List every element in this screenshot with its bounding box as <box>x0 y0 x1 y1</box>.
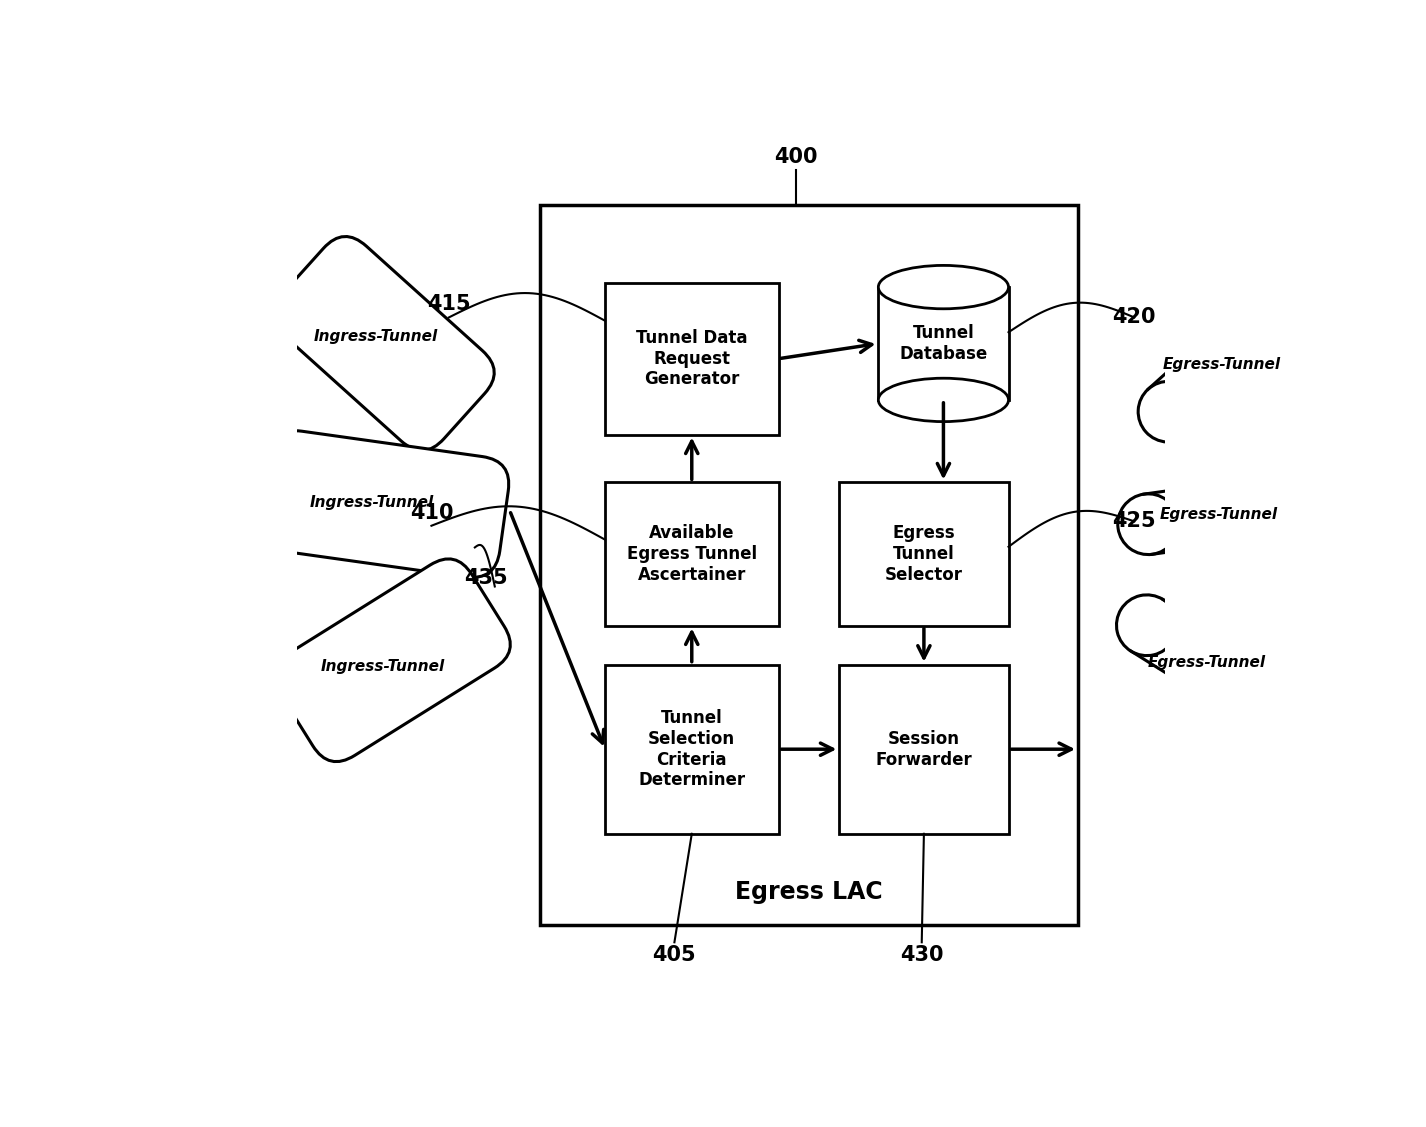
Bar <box>840 665 1008 834</box>
Ellipse shape <box>1138 381 1199 442</box>
Ellipse shape <box>1117 595 1178 656</box>
Bar <box>605 283 779 435</box>
Text: Egress-Tunnel: Egress-Tunnel <box>1162 356 1281 372</box>
Ellipse shape <box>1118 494 1178 554</box>
Text: Session
Forwarder: Session Forwarder <box>876 730 973 769</box>
Ellipse shape <box>1295 702 1330 755</box>
Text: Egress LAC: Egress LAC <box>736 880 883 904</box>
Ellipse shape <box>1292 258 1335 304</box>
Bar <box>605 482 779 625</box>
Text: Ingress-Tunnel: Ingress-Tunnel <box>321 658 445 674</box>
FancyBboxPatch shape <box>274 559 511 762</box>
Text: Egress-Tunnel: Egress-Tunnel <box>1159 507 1278 522</box>
Text: 435: 435 <box>465 568 508 588</box>
Bar <box>605 665 779 834</box>
Text: Ingress-Tunnel: Ingress-Tunnel <box>314 329 438 344</box>
Text: Egress-Tunnel: Egress-Tunnel <box>1148 656 1266 671</box>
FancyBboxPatch shape <box>258 431 509 577</box>
Bar <box>1131 600 1329 754</box>
FancyBboxPatch shape <box>274 237 495 451</box>
Bar <box>840 482 1008 625</box>
Text: 410: 410 <box>409 503 453 523</box>
Text: 425: 425 <box>1112 512 1156 532</box>
Text: 400: 400 <box>774 147 817 167</box>
Text: Tunnel
Selection
Criteria
Determiner: Tunnel Selection Criteria Determiner <box>639 709 746 789</box>
Bar <box>540 205 1078 925</box>
Text: Egress
Tunnel
Selector: Egress Tunnel Selector <box>886 524 963 584</box>
Text: 405: 405 <box>653 946 696 966</box>
Text: Tunnel
Database: Tunnel Database <box>900 325 988 363</box>
Text: 430: 430 <box>900 946 944 966</box>
Bar <box>1148 258 1333 434</box>
Text: Tunnel Data
Request
Generator: Tunnel Data Request Generator <box>636 329 747 389</box>
Text: Available
Egress Tunnel
Ascertainer: Available Egress Tunnel Ascertainer <box>626 524 757 584</box>
Ellipse shape <box>878 265 1008 309</box>
Text: 420: 420 <box>1112 308 1156 328</box>
Ellipse shape <box>1332 467 1352 527</box>
Text: 415: 415 <box>426 294 471 314</box>
Bar <box>878 287 1008 400</box>
Text: Ingress-Tunnel: Ingress-Tunnel <box>309 495 434 509</box>
Bar <box>1144 467 1346 554</box>
Ellipse shape <box>878 379 1008 421</box>
